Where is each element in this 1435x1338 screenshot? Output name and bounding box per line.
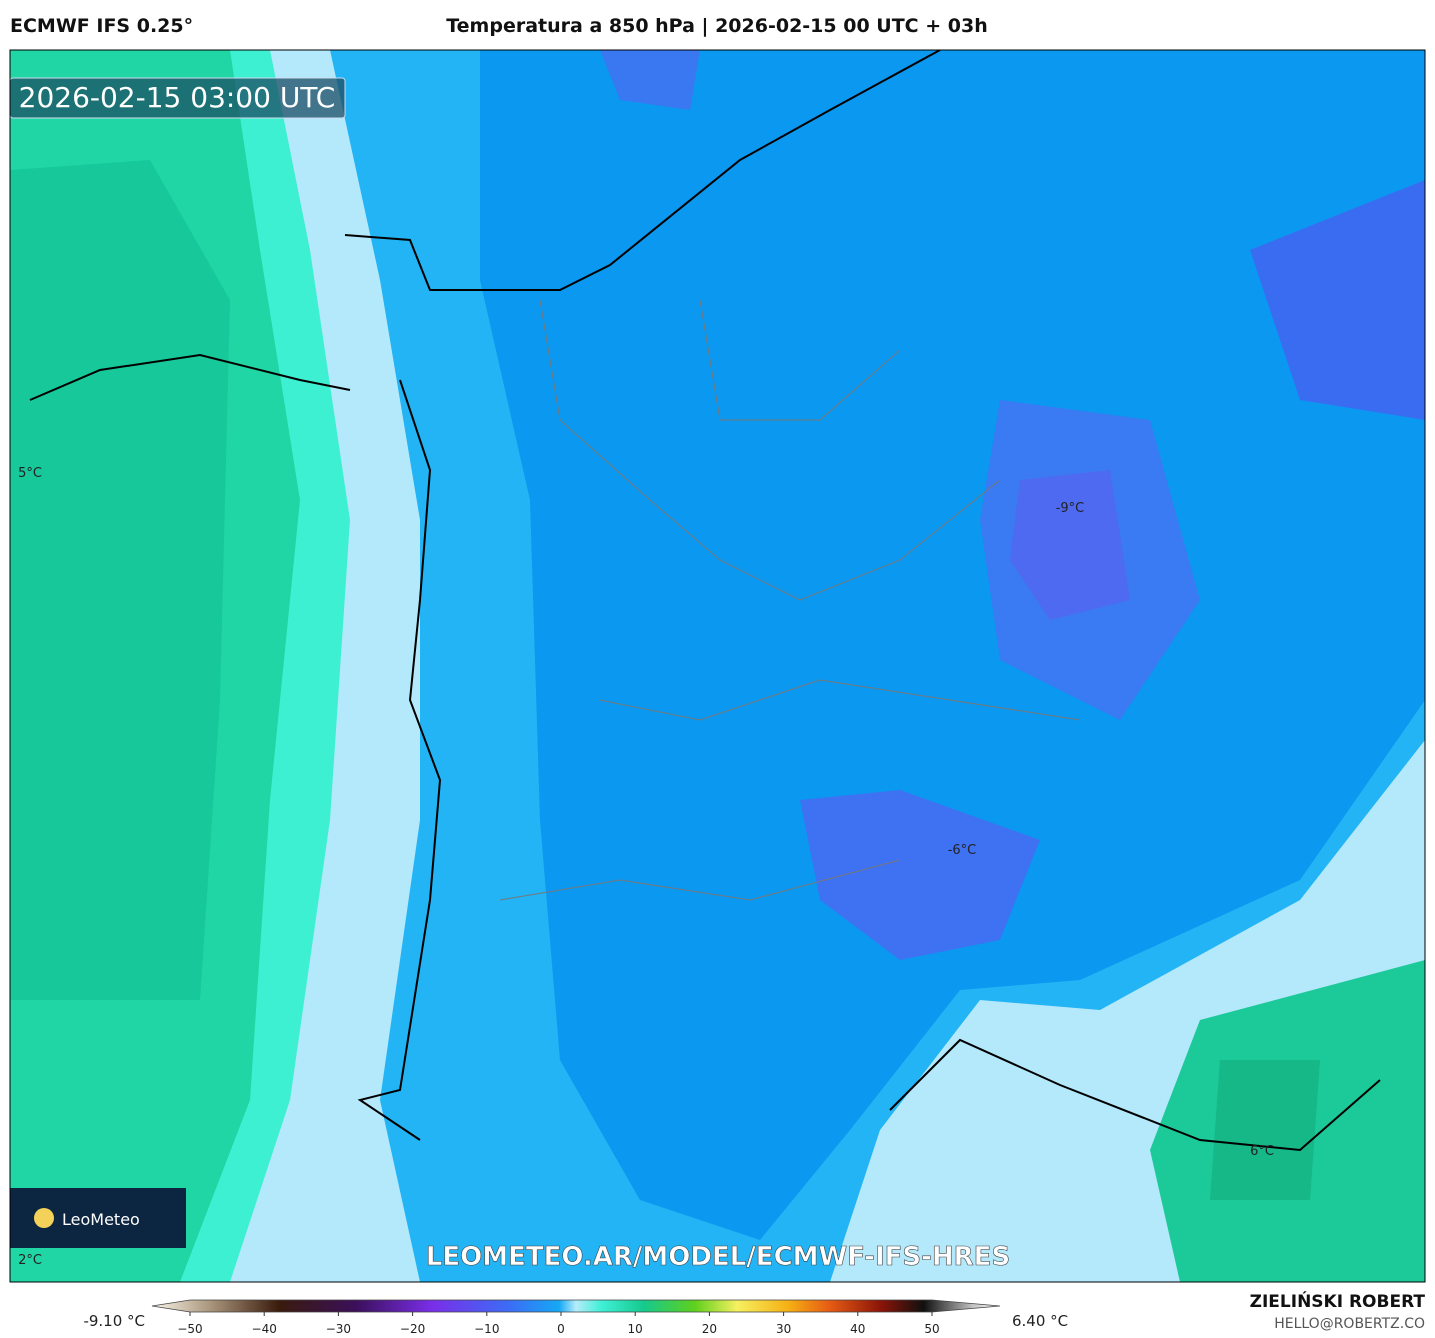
colorbar-tick-label: −10 [474,1322,499,1336]
colorbar-max: 6.40 °C [1012,1312,1068,1330]
colorbar-tick-label: −50 [177,1322,202,1336]
temperature-field: LeoMeteo 2026-02-15 03:00 UTC LEOMETEO.A… [10,50,1425,1282]
watermark: LEOMETEO.AR/MODEL/ECMWF-IFS-HRES [426,1242,1010,1272]
map-frame [9,49,1426,1283]
contour-label: -6°C [948,843,977,858]
cold-core [1250,180,1425,420]
model-name: ECMWF IFS 0.25° [10,15,193,37]
colorbar-tick-label: 40 [850,1322,865,1336]
region-borders [499,299,1081,901]
cold-core [1010,470,1130,620]
colorbar-min: -9.10 °C [83,1312,145,1330]
map-title: Temperatura a 850 hPa | 2026-02-15 00 UT… [446,15,988,37]
coastline [889,1038,1381,1152]
colorbar [151,1299,1001,1313]
band [480,50,1425,1240]
colorbar-tick-label: −30 [326,1322,351,1336]
colorbar-tick-label: 30 [776,1322,791,1336]
cold-core [600,50,700,110]
warm-area [10,160,230,1000]
colorbar-tick-label: −40 [252,1322,277,1336]
colorbar-tick-label: −20 [400,1322,425,1336]
contour-label: 5°C [18,466,42,481]
email: HELLO@ROBERTZ.CO [1274,1316,1425,1332]
coastline [29,50,941,1141]
colorbar-tick-label: 0 [557,1322,565,1336]
colorbar-tick-label: 50 [924,1322,939,1336]
colorbar-tick-label: 20 [702,1322,717,1336]
contour-label: -9°C [1056,501,1085,516]
logo-sun [34,1208,54,1228]
author: ZIELIŃSKI ROBERT [1250,1290,1426,1312]
contour-label: 6°C [1250,1144,1274,1159]
contour-label: 2°C [18,1253,42,1268]
logo-text: LeoMeteo [62,1210,140,1229]
warm-area [1210,1060,1320,1200]
cold-core [800,790,1040,960]
colorbar-tick-label: 10 [628,1322,643,1336]
timestamp: 2026-02-15 03:00 UTC [19,81,336,114]
timestamp-box [10,77,346,119]
